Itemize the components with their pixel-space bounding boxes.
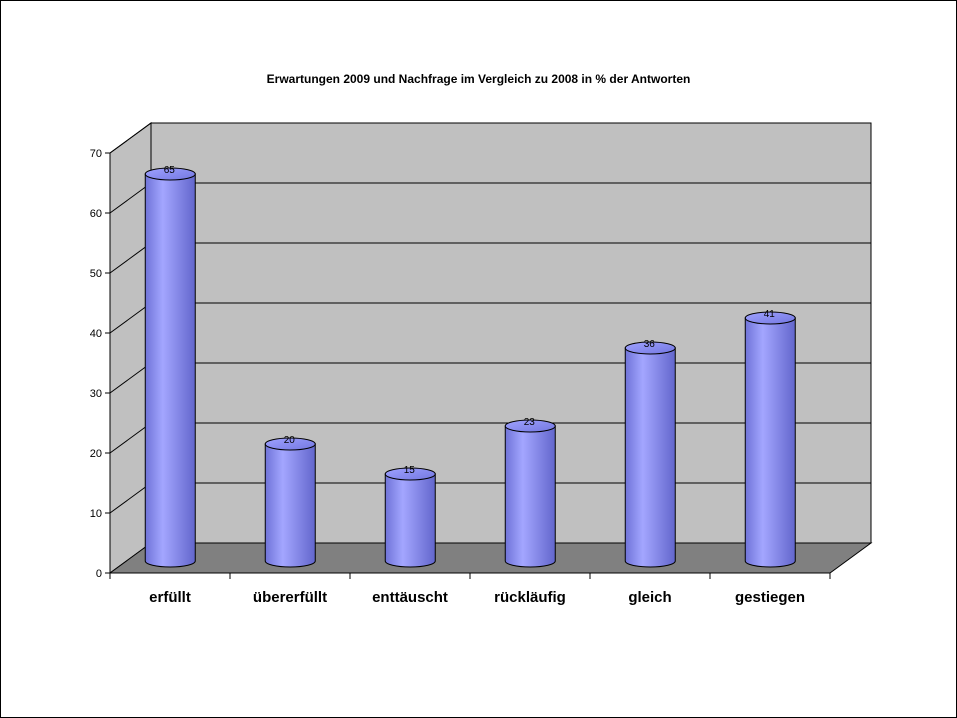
bar-body — [744, 317, 796, 568]
data-label: 36 — [644, 339, 656, 350]
x-tick-label: enttäuscht — [372, 589, 448, 606]
bar-body — [264, 443, 316, 568]
bar — [504, 419, 556, 568]
bar-body — [504, 425, 556, 568]
y-tick-label: 60 — [90, 208, 102, 220]
gridline — [109, 122, 871, 154]
data-label: 20 — [284, 435, 296, 446]
y-tick-label: 30 — [90, 388, 102, 400]
data-label: 15 — [404, 465, 416, 476]
bar — [744, 311, 796, 568]
data-label: 65 — [164, 165, 176, 176]
bar-cap — [384, 467, 436, 481]
x-tick-label: erfüllt — [149, 589, 191, 606]
x-tick-label: gleich — [628, 589, 671, 606]
y-tick-label: 70 — [90, 148, 102, 160]
bar-body — [624, 347, 676, 568]
y-tick-label: 10 — [90, 508, 102, 520]
bar-cap — [144, 167, 196, 181]
y-tick-label: 0 — [96, 568, 102, 580]
y-tick-label: 50 — [90, 268, 102, 280]
data-label: 41 — [764, 309, 776, 320]
bar-cap — [504, 419, 556, 433]
bar — [624, 341, 676, 568]
bar — [144, 167, 196, 568]
chart-title: Erwartungen 2009 und Nachfrage im Vergle… — [266, 72, 691, 86]
x-tick-label: gestiegen — [735, 589, 805, 606]
data-label: 23 — [524, 417, 536, 428]
bar — [264, 437, 316, 568]
y-tick-label: 20 — [90, 448, 102, 460]
bar — [384, 467, 436, 568]
bar-cap — [624, 341, 676, 355]
bar-body — [384, 473, 436, 568]
x-tick-label: rückläufig — [494, 589, 566, 606]
bar-body — [144, 173, 196, 568]
bar-cap — [264, 437, 316, 451]
x-tick-label: übererfüllt — [253, 589, 327, 606]
bar-cap — [744, 311, 796, 325]
y-tick-label: 40 — [90, 328, 102, 340]
